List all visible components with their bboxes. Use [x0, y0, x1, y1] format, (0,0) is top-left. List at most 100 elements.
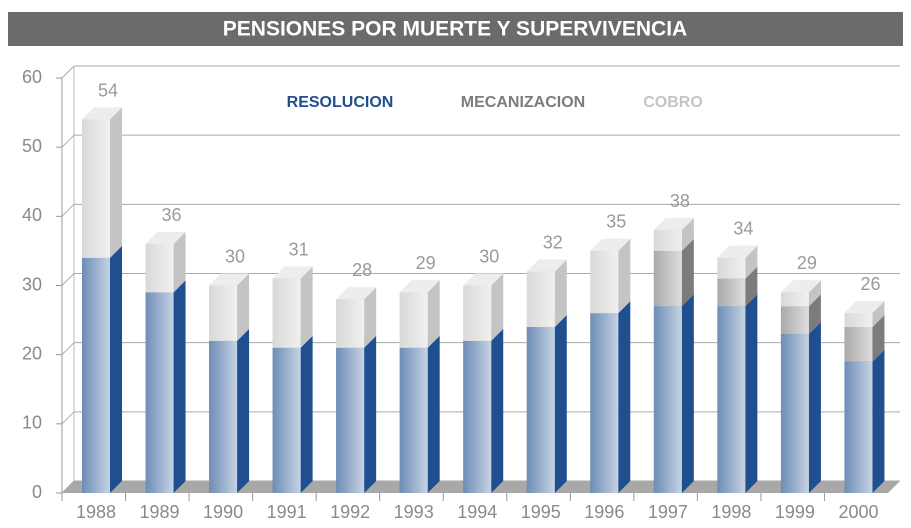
bar-side — [681, 294, 694, 493]
bar-side — [872, 315, 885, 362]
grid-line — [56, 65, 900, 79]
bar-segment — [272, 335, 313, 493]
bar-side — [745, 266, 758, 307]
data-label: 35 — [606, 212, 626, 232]
bar-segment — [82, 107, 122, 258]
data-label: 28 — [352, 260, 372, 280]
bar-top-shine — [145, 232, 186, 244]
bar-front-shine — [844, 361, 873, 493]
bar-segment — [590, 301, 631, 493]
bar-segment — [145, 280, 186, 493]
bar-front-shine — [399, 347, 428, 493]
bar-side — [173, 232, 186, 293]
bar-side — [491, 273, 504, 341]
chart-title: PENSIONES POR MUERTE Y SUPERVIVENCIA — [223, 18, 687, 41]
y-tick-label: 50 — [22, 136, 42, 156]
bar-top-shine — [463, 273, 504, 286]
data-label: 32 — [543, 232, 563, 252]
bar-front-shine — [590, 250, 619, 314]
data-label: 29 — [416, 253, 436, 273]
x-tick-label: 1998 — [711, 502, 751, 522]
bar-side — [300, 335, 313, 493]
bar-front-shine — [526, 327, 555, 493]
legend-label: MECANIZACION — [461, 94, 585, 111]
title-banner — [8, 12, 903, 46]
bar-side — [808, 294, 821, 334]
grid-line-side — [61, 480, 75, 494]
x-tick-label: 1991 — [267, 502, 307, 522]
bar-front-shine — [463, 340, 492, 493]
bar-top-shine — [780, 280, 821, 293]
bar-segment — [844, 349, 885, 493]
y-tick-label: 60 — [22, 67, 42, 87]
bar-side — [237, 328, 250, 493]
bar-side — [110, 245, 122, 493]
bar-top-shine — [717, 245, 758, 258]
bar-front-shine — [653, 250, 682, 307]
legend-label: RESOLUCION — [287, 94, 394, 111]
bar-front-shine — [780, 333, 809, 493]
x-tick-label: 1999 — [775, 502, 815, 522]
bar-front-shine — [717, 278, 746, 307]
grid-line-side — [61, 203, 75, 217]
bar-segment — [82, 245, 122, 493]
bar-front-shine — [399, 292, 428, 348]
bar-segment — [336, 287, 377, 348]
y-tick-label: 30 — [22, 274, 42, 294]
bar-side — [427, 280, 440, 348]
bar-segment — [590, 238, 631, 314]
grid-line — [56, 134, 900, 148]
bar-front-shine — [653, 306, 682, 493]
bar-segment — [399, 335, 440, 493]
bar-segment — [653, 294, 694, 493]
bar-segment — [717, 245, 758, 279]
bar-side — [808, 321, 821, 493]
x-tick-label: 1992 — [330, 502, 370, 522]
bar-segment — [145, 232, 186, 293]
y-tick-label: 0 — [32, 482, 42, 502]
bar-side — [300, 266, 313, 348]
legend-label: COBRO — [643, 94, 703, 111]
bar-side — [237, 273, 250, 341]
bar-top-shine — [844, 301, 885, 314]
bar-side — [110, 107, 122, 258]
bar-front-shine — [336, 347, 365, 493]
bar-segment — [209, 328, 250, 493]
bar-segment — [399, 280, 440, 348]
y-tick-label: 20 — [22, 343, 42, 363]
bar-front-shine — [590, 313, 619, 493]
bar-side — [681, 238, 694, 307]
grid-line-side — [61, 134, 75, 148]
bar-top-shine — [272, 266, 313, 279]
bar-front-shine — [844, 327, 873, 362]
bar-top-shine — [590, 238, 631, 251]
bar-side — [872, 301, 885, 327]
data-label: 36 — [162, 205, 182, 225]
data-label: 29 — [797, 253, 817, 273]
bar-front-shine — [336, 299, 365, 348]
bar-front-shine — [717, 306, 746, 493]
x-tick-label: 1997 — [648, 502, 688, 522]
bar-segment — [780, 321, 821, 493]
bar-segment — [209, 273, 250, 341]
bar-front-shine — [272, 347, 301, 493]
bar-front-shine — [463, 285, 492, 341]
bar-segment — [526, 315, 567, 493]
bar-segment — [272, 266, 313, 348]
y-tick-label: 10 — [22, 413, 42, 433]
bar-segment — [653, 218, 694, 251]
bar-side — [808, 280, 821, 307]
grid-line-side — [61, 65, 75, 79]
bar-side — [554, 315, 567, 493]
bar-side — [173, 280, 186, 493]
y-tick-label: 40 — [22, 205, 42, 225]
bar-segment — [336, 335, 377, 493]
bar-side — [872, 349, 885, 493]
bar-segment — [463, 273, 504, 341]
x-tick-label: 1995 — [521, 502, 561, 522]
bar-front-shine — [780, 292, 809, 307]
data-label: 30 — [225, 246, 245, 266]
bar-front-shine — [780, 306, 809, 334]
bar-top-shine — [82, 107, 122, 120]
